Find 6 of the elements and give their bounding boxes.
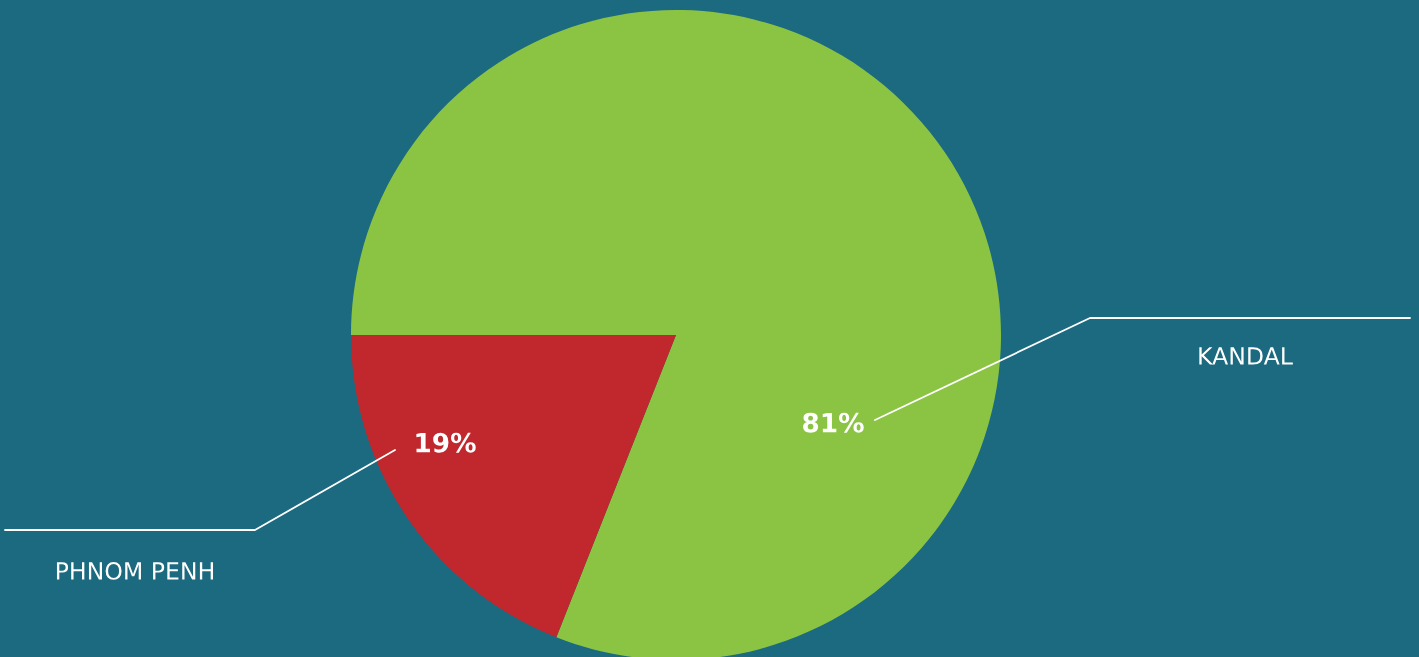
pie-slice — [351, 10, 1001, 657]
slice-label: KANDAL — [1199, 347, 1293, 365]
data-label: 19% — [416, 432, 476, 453]
slice-label: PHNOM PENH — [56, 561, 214, 580]
data-label: 81% — [803, 412, 864, 433]
pie-slice — [351, 335, 676, 638]
